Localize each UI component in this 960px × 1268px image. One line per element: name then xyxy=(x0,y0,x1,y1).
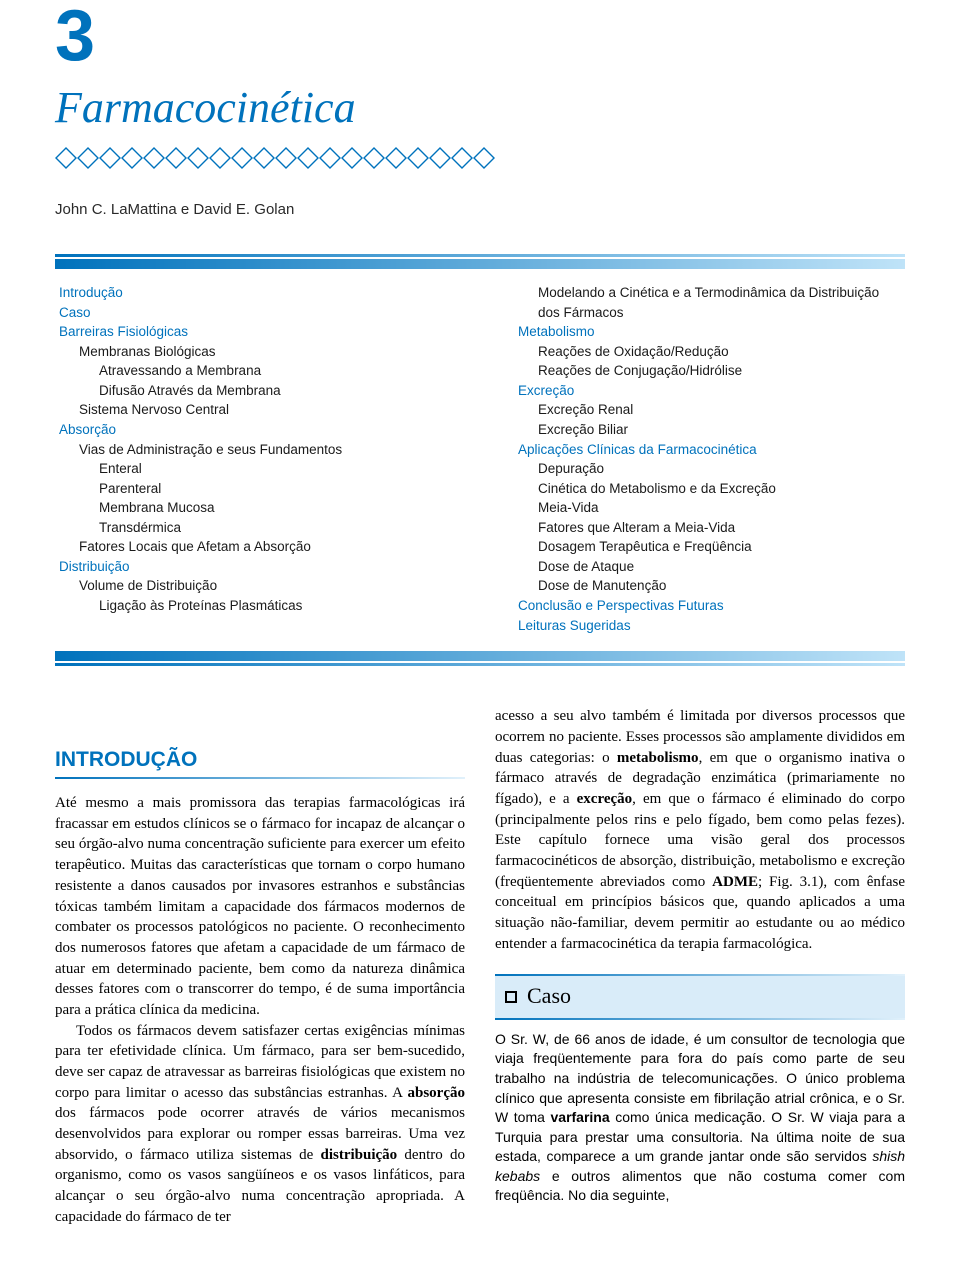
outline-item: Difusão Através da Membrana xyxy=(99,381,462,401)
outline-item: Reações de Conjugação/Hidrólise xyxy=(538,361,901,381)
outline-item: Metabolismo xyxy=(518,322,901,342)
outline-item: Atravessando a Membrana xyxy=(99,361,462,381)
outline-item: Ligação às Proteínas Plasmáticas xyxy=(99,596,462,616)
outline-block: IntroduçãoCasoBarreiras FisiológicasMemb… xyxy=(55,269,905,651)
outline-item: Vias de Administração e seus Fundamentos xyxy=(79,440,462,460)
caso-text: O Sr. W, de 66 anos de idade, é um consu… xyxy=(495,1030,905,1206)
outline-item: Enteral xyxy=(99,459,462,479)
caso-bullet-icon xyxy=(505,991,517,1003)
divider-grad-thick xyxy=(55,259,905,269)
outline-item: Excreção Renal xyxy=(538,400,901,420)
outline-item: Excreção Biliar xyxy=(538,420,901,440)
outline-left-col: IntroduçãoCasoBarreiras FisiológicasMemb… xyxy=(59,283,462,635)
authors: John C. LaMattina e David E. Golan xyxy=(55,201,905,218)
outline-item: Depuração xyxy=(538,459,901,479)
body-paragraph: acesso a seu alvo também é limitada por … xyxy=(495,706,905,954)
outline-item: Meia-Vida xyxy=(538,498,901,518)
outline-item: Fatores que Alteram a Meia-Vida xyxy=(538,518,901,538)
outline-item: Sistema Nervoso Central xyxy=(79,400,462,420)
outline-item: Parenteral xyxy=(99,479,462,499)
outline-item: Fatores Locais que Afetam a Absorção xyxy=(79,537,462,557)
caso-label: Caso xyxy=(527,981,571,1011)
chapter-title: Farmacocinética xyxy=(55,82,905,133)
body-paragraph: Até mesmo a mais promissora das terapias… xyxy=(55,793,465,1021)
outline-item: Dosagem Terapêutica e Freqüência xyxy=(538,537,901,557)
outline-item: Conclusão e Perspectivas Futuras xyxy=(518,596,901,616)
divider-grad-thin xyxy=(55,254,905,257)
decorative-diamond-strip xyxy=(55,147,905,169)
outline-right-col: Modelando a Cinética e a Termodinâmica d… xyxy=(498,283,901,635)
outline-item: Dose de Ataque xyxy=(538,557,901,577)
outline-item: Cinética do Metabolismo e da Excreção xyxy=(538,479,901,499)
outline-item: Membranas Biológicas xyxy=(79,342,462,362)
outline-item: Absorção xyxy=(59,420,462,440)
outline-item: Reações de Oxidação/Redução xyxy=(538,342,901,362)
outline-item: Modelando a Cinética e a Termodinâmica d… xyxy=(538,283,901,322)
outline-item: Dose de Manutenção xyxy=(538,576,901,596)
outline-item: Distribuição xyxy=(59,557,462,577)
heading-underline xyxy=(55,777,465,779)
outline-item: Introdução xyxy=(59,283,462,303)
outline-item: Leituras Sugeridas xyxy=(518,616,901,636)
outline-item: Membrana Mucosa xyxy=(99,498,462,518)
divider-grad-thin xyxy=(55,663,905,666)
caso-box: Caso O Sr. W, de 66 anos de idade, é um … xyxy=(495,974,905,1206)
section-heading-introducao: INTRODUÇÃO xyxy=(55,746,465,775)
outline-item: Transdérmica xyxy=(99,518,462,538)
outline-item: Excreção xyxy=(518,381,901,401)
divider-grad-thick xyxy=(55,651,905,661)
outline-item: Caso xyxy=(59,303,462,323)
outline-item: Aplicações Clínicas da Farmacocinética xyxy=(518,440,901,460)
body-paragraph: Todos os fármacos devem satisfazer certa… xyxy=(55,1021,465,1228)
chapter-number: 3 xyxy=(55,0,905,72)
outline-item: Barreiras Fisiológicas xyxy=(59,322,462,342)
outline-item: Volume de Distribuição xyxy=(79,576,462,596)
body-text: INTRODUÇÃO Até mesmo a mais promissora d… xyxy=(55,706,905,1227)
